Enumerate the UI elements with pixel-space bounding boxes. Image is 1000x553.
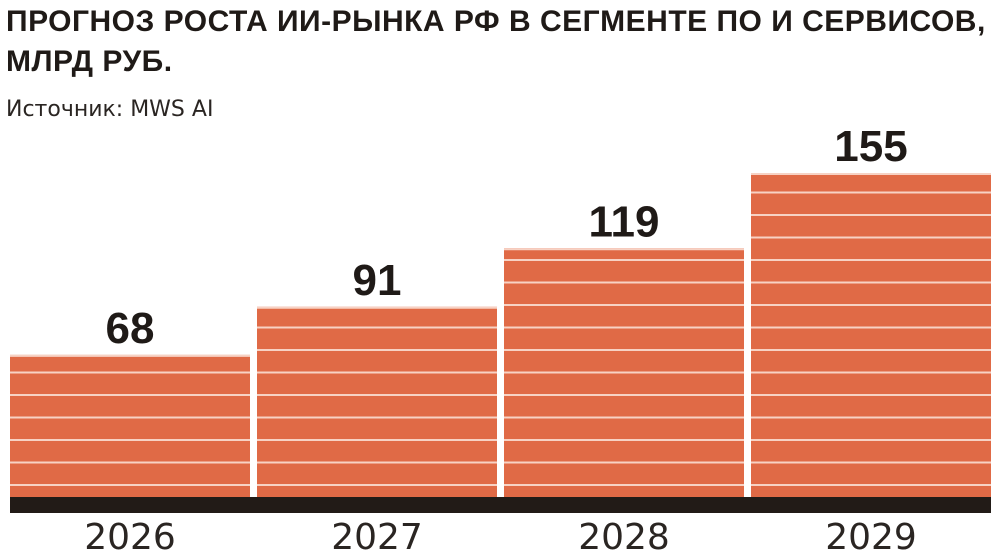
bar-2026	[10, 354, 250, 497]
value-label-2026: 68	[106, 304, 155, 353]
value-label-2029: 155	[834, 122, 907, 171]
value-label-2027: 91	[353, 256, 402, 305]
x-tick-2029: 2029	[825, 517, 917, 553]
bar-2028	[504, 248, 744, 497]
chart-source: Источник: MWS AI	[6, 97, 214, 122]
chart-baseline	[10, 497, 991, 513]
x-tick-2027: 2027	[331, 517, 423, 553]
bar-rect	[257, 306, 497, 497]
bar-rect	[751, 173, 991, 497]
bar-2029	[751, 173, 991, 497]
value-labels-group: 68 91 119 155	[106, 122, 908, 353]
x-tick-labels-group: 2026 2027 2028 2029	[84, 517, 917, 553]
bar-rect	[10, 354, 250, 497]
value-label-2028: 119	[589, 197, 660, 246]
chart-title: ПРОГНОЗ РОСТА ИИ-РЫНКА РФ В СЕГМЕНТЕ ПО …	[6, 5, 986, 78]
x-tick-2026: 2026	[84, 517, 176, 553]
x-tick-2028: 2028	[578, 517, 670, 553]
bars-group	[10, 173, 991, 497]
bar-2027	[257, 306, 497, 497]
